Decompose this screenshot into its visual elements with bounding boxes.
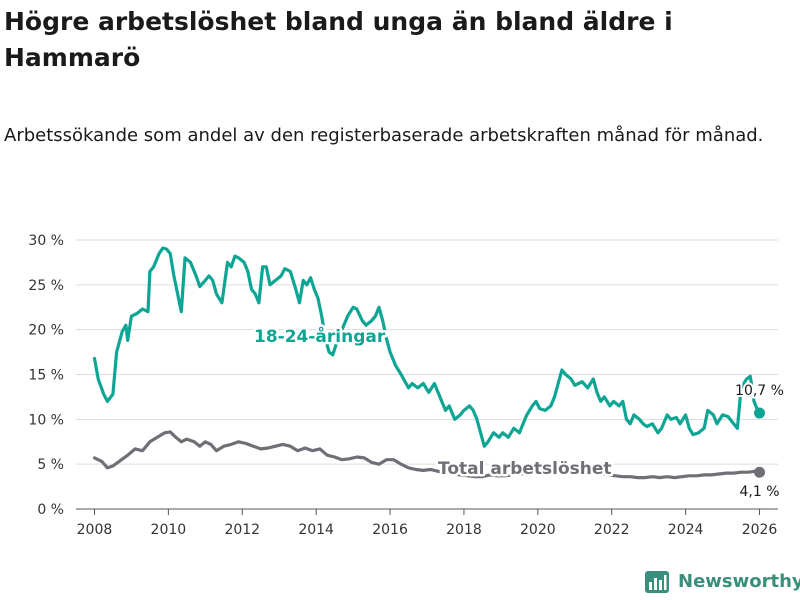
y-tick-label: 15 % [28,368,64,384]
youth-series-label: 18-24-åringar [254,325,386,347]
y-tick-label: 25 % [28,278,64,294]
chart-title: Högre arbetslöshet bland unga än bland ä… [4,7,673,72]
y-tick-label: 20 % [28,323,64,339]
youth-series-line [92,246,762,448]
x-tick-label: 2008 [77,522,113,538]
x-tick-label: 2016 [372,522,408,538]
gridlines [76,239,778,510]
total-series-line [92,430,762,480]
x-tick-label: 2018 [446,522,482,538]
series-lines [92,246,766,480]
x-tick-label: 2024 [668,522,704,538]
newsworthy-logo-icon [645,571,669,593]
x-tick-label: 2010 [151,522,187,538]
x-tick-label: 2014 [298,522,334,538]
chart-subtitle: Arbetssökande som andel av den registerb… [4,125,764,146]
brand-logo: Newsworthy [644,568,800,594]
x-tick-label: 2022 [594,522,630,538]
y-tick-label: 30 % [28,233,64,249]
youth-end-point [754,407,766,419]
axes: 0 % 5 % 10 % 15 % 20 % 25 % 30 % 2008 2010 2012 20… [28,233,777,538]
total-end-point [754,466,766,478]
total-series-label: Total arbetslöshet [438,459,612,479]
youth-end-value-label: 10,7 % [735,383,784,399]
brand-name: Newsworthy [678,570,800,592]
x-tick-label: 2020 [520,522,556,538]
x-tick-label: 2026 [742,522,778,538]
series-labels: 18-24-åringar Total arbetslöshet 10,7 % 4,1… [252,323,786,503]
y-tick-label: 0 % [37,502,64,518]
y-tick-label: 5 % [37,457,64,473]
x-tick-label: 2012 [224,522,260,538]
y-tick-label: 10 % [28,412,64,428]
total-end-value-label: 4,1 % [740,484,780,500]
